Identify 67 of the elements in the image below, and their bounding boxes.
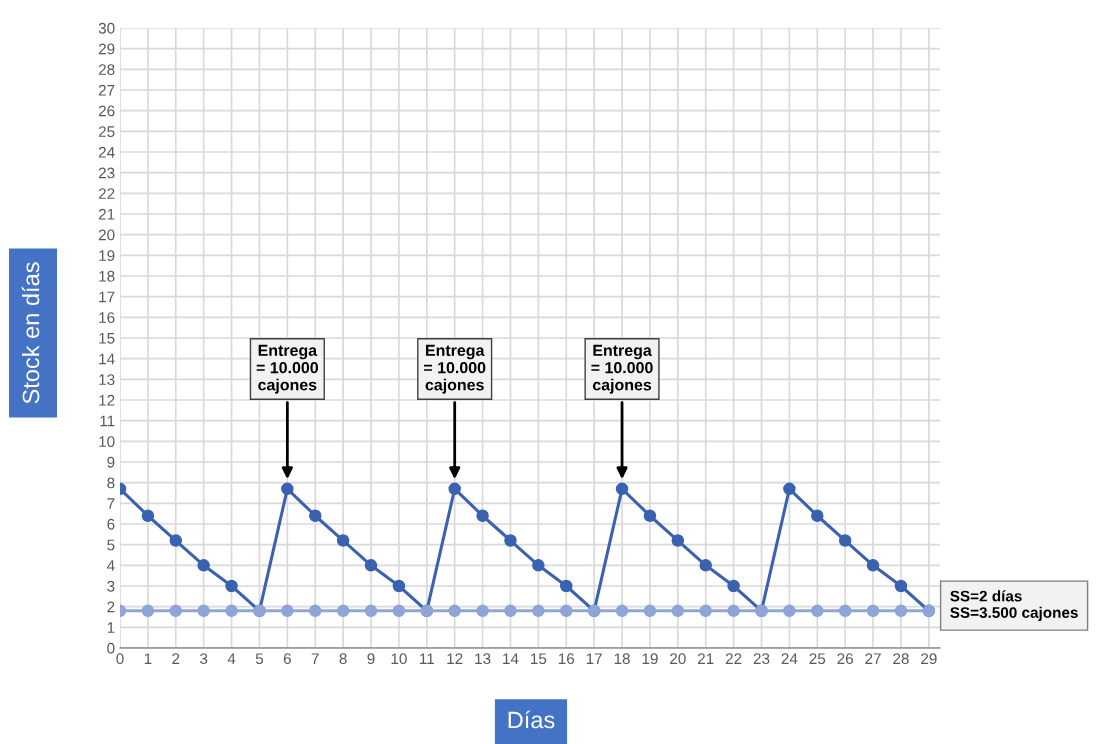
y-tick-label: 28: [98, 64, 115, 76]
x-tick-label: 12: [447, 653, 463, 664]
y-tick-label: 9: [107, 456, 115, 468]
y-tick-label: 7: [107, 498, 115, 509]
y-tick-label: 23: [98, 167, 115, 179]
y-tick-label: 6: [107, 518, 115, 530]
y-tick-label: 10: [99, 436, 115, 448]
y-tick-label: 0: [107, 642, 115, 654]
y-tick-label: 20: [98, 229, 115, 241]
x-tick-label: 8: [339, 653, 347, 665]
y-tick-label: 11: [100, 415, 115, 427]
y-tick-label: 16: [99, 312, 115, 324]
x-tick-label: 24: [781, 653, 798, 664]
x-tick-label: 29: [921, 653, 937, 665]
y-tick-label: 4: [106, 560, 115, 571]
x-tick-label: 5: [255, 653, 264, 665]
y-tick-label: 1: [107, 622, 115, 633]
y-tick-label: 18: [99, 270, 115, 282]
annotation: Entrega = 10.000 cajones: [591, 344, 653, 394]
x-tick-label: 22: [725, 653, 742, 664]
y-tick-label: 2: [107, 601, 115, 613]
y-tick-label: 14: [99, 353, 115, 365]
x-tick-label: 1: [144, 653, 152, 664]
annotation: Entrega = 10.000 cajones: [256, 344, 318, 394]
y-tick-label: 21: [98, 208, 115, 220]
x-tick-label: 21: [697, 653, 714, 664]
x-tick-label: 15: [531, 653, 547, 665]
x-tick-label: 28: [893, 653, 909, 665]
x-tick-label: 19: [642, 653, 658, 665]
x-tick-label: 18: [614, 653, 630, 665]
y-tick-label: 25: [98, 126, 115, 138]
x-tick-label: 4: [227, 653, 236, 664]
x-tick-label: 2: [172, 653, 180, 664]
y-tick-label: 22: [98, 188, 115, 199]
y-tick-label: 30: [98, 22, 115, 34]
x-tick-label: 6: [283, 653, 291, 665]
annotation: Entrega = 10.000 cajones: [424, 344, 486, 394]
annotation: SS=2 días SS=3.500 cajones: [950, 590, 1078, 621]
x-tick-label: 16: [558, 653, 575, 665]
y-tick-label: 12: [99, 394, 115, 406]
y-tick-label: 29: [98, 43, 115, 55]
x-tick-label: 23: [753, 653, 770, 665]
x-tick-label: 26: [837, 653, 853, 665]
x-tick-label: 14: [503, 653, 519, 664]
x-tick-label: 20: [670, 653, 686, 665]
y-axis-title: Stock en días: [21, 262, 40, 404]
x-tick-label: 0: [116, 653, 124, 665]
x-axis-title: Días: [508, 710, 555, 729]
x-tick-label: 3: [200, 653, 208, 665]
y-tick-label: 19: [99, 250, 115, 262]
y-tick-label: 27: [98, 84, 115, 96]
x-tick-label: 10: [391, 653, 407, 665]
y-tick-label: 5: [107, 539, 115, 551]
x-tick-label: 13: [475, 653, 491, 665]
y-tick-label: 3: [107, 580, 115, 592]
x-tick-label: 27: [865, 653, 881, 664]
x-tick-label: 7: [311, 653, 319, 664]
x-tick-label: 9: [367, 653, 375, 665]
y-tick-label: 26: [98, 105, 115, 117]
y-tick-label: 24: [98, 146, 115, 158]
y-tick-label: 8: [107, 477, 115, 489]
x-tick-label: 25: [809, 653, 826, 665]
y-tick-label: 15: [99, 333, 115, 344]
x-tick-label: 11: [420, 653, 434, 664]
y-tick-label: 13: [99, 374, 115, 386]
x-tick-label: 17: [586, 653, 602, 664]
y-tick-label: 17: [99, 291, 115, 303]
